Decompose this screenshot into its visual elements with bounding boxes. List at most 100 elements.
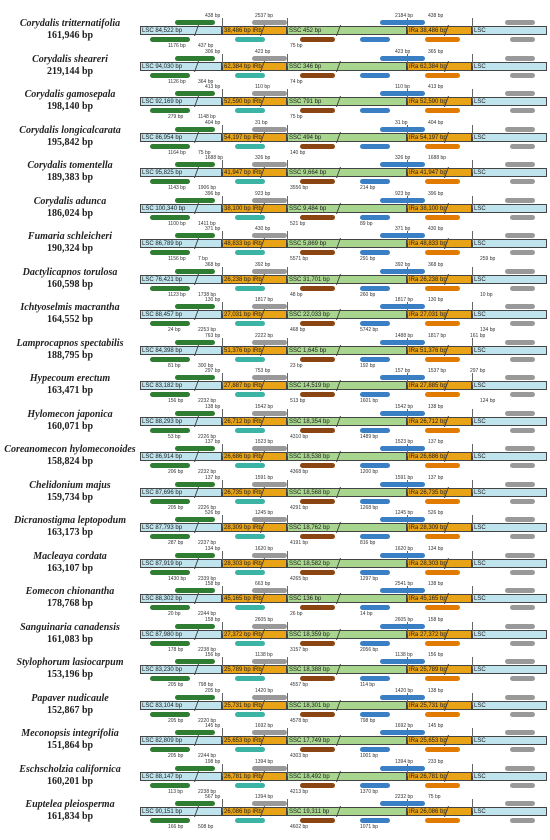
lsc-region-right [472,310,547,319]
irb-region [222,594,287,603]
bp-label: 2339 bp [198,575,217,582]
gene-block [510,463,535,468]
ira-region [407,736,472,745]
ira-region-label: IRa 62,384 bp [409,63,447,70]
junction-line [472,444,473,456]
species-name: Corydalis tritternatifolia [19,18,121,29]
gene-block [425,72,460,78]
junction-line [287,408,288,421]
gene-block [252,730,287,735]
species-name: Corydalis adunca [33,195,107,207]
ssc-region [287,629,407,639]
irb-region-label: 25,731 bp IRb [224,702,262,709]
gene-block [510,640,535,646]
junction-line [287,266,288,279]
gene-block [380,588,425,593]
irb-region [222,168,287,177]
lsc-region-label: LSC 90,151 bp [142,809,183,815]
bp-label: 2232 bp [395,794,414,800]
gene-block [252,410,287,416]
genome-size: 178,768 bp [46,598,94,609]
bp-label: 413 bp [205,84,221,90]
gene-block [300,747,335,752]
lsc-region [140,132,222,142]
genome-size: 151,864 bp [46,740,94,751]
bp-label: 205 bp [168,504,184,511]
bp-label: 14 bp [360,611,373,617]
gene-block [380,623,425,629]
bp-label: 124 bp [480,398,496,404]
ssc-region-label: SSC 18,582 bp [289,560,330,567]
bp-label: 2253 bp [198,327,217,333]
gene-block [150,214,190,220]
bp-label: 513 bp [290,398,306,404]
gene-block [175,801,215,806]
bp-label: 2226 bp [198,433,217,440]
gene-block [150,250,190,255]
junction-line [472,621,473,634]
irb-region-label: 38,100 bp IRb [224,205,262,212]
bp-label: 158 bp [205,616,221,623]
gene-block [380,91,425,96]
lsc-region [140,452,222,461]
bp-label: 1817 bp [395,297,414,303]
lsc-region-label: LSC 86,954 bp [142,134,183,141]
gene-block [360,285,390,291]
gene-block [150,321,190,326]
ssc-region-label: SSC 17,749 bp [289,738,330,744]
bp-label: 138 bp [428,403,444,410]
junction-line [222,657,223,669]
lsc-region-right [472,274,547,284]
bp-label: 158 bp [205,581,221,587]
genome-size: 190,324 bp [46,243,94,254]
bp-label: 521 bp [290,220,306,227]
bp-label: 24 bp [168,327,181,333]
ssc-region-label: SSC 1,645 bp [289,347,327,354]
bp-label: 4303 bp [290,753,309,759]
gene-block [175,91,215,96]
bp-label: 1394 bp [395,758,414,765]
gene-block [360,37,390,42]
gene-block [300,250,335,255]
gene-block [510,37,535,42]
ira-region [407,594,472,603]
irb-region [222,239,287,248]
gene-block [360,321,390,326]
species-row: Lamprocapnos spectabilis 188,795 bp LSC 84… [0,333,550,371]
bp-label: 1692 bp [255,723,274,729]
ira-region [407,310,472,319]
gene-block [252,304,287,309]
junction-line [222,18,223,30]
gene-block [380,659,425,664]
species-row: Papaver nudicaule 152,867 bp LSC 83,104 bp… [0,688,550,726]
bp-label: 1620 bp [395,545,414,552]
gene-block [300,569,335,575]
junction-line [472,160,473,172]
species-name: Eschscholzia californica [19,763,121,775]
ssc-region [287,168,407,177]
bp-label: 1688 bp [205,155,224,161]
irb-region-label: 27,031 bp IRb [224,312,262,318]
junction-line [472,302,473,314]
ssc-region [287,239,407,248]
lsc-region-right [472,452,547,461]
ssc-region-label: SSC 18,388 bp [289,667,330,673]
bp-label: 260 bp [360,291,376,298]
ira-region-label: IRa 26,086 bp [409,809,447,815]
junction-line [472,479,473,492]
ira-region-label: IRa 26,238 bp [409,276,447,283]
bp-label: 113 bp [168,788,183,795]
gene-block [300,818,335,823]
ssc-region [287,381,407,390]
lsc-region-right [472,736,547,745]
gene-block [150,498,190,504]
bp-label: 4213 bp [290,788,309,795]
ssc-region [287,736,407,745]
species-name: Corydalis longicalcarata [19,124,121,136]
bp-label: 10 bp [480,291,493,298]
bp-label: 198 bp [205,758,221,765]
gene-block [505,694,535,700]
bp-label: 1489 bp [360,433,379,440]
bp-label: 396 bp [205,190,221,197]
lsc-region-label: LSC 84,522 bp [142,28,183,34]
